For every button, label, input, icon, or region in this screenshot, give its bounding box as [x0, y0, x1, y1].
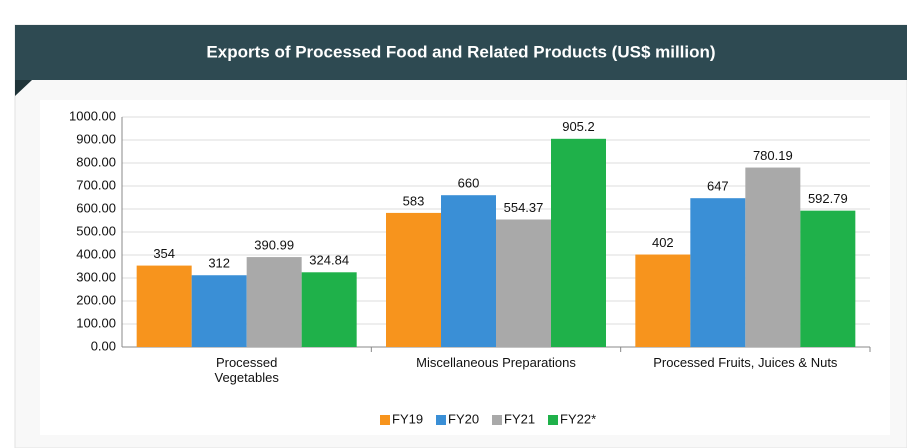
x-tick-label-box: Miscellaneous Preparations — [416, 355, 576, 370]
bar — [246, 257, 302, 347]
x-tick-label: Miscellaneous Preparations — [416, 355, 576, 370]
legend-label: FY22* — [560, 411, 596, 426]
bar — [441, 195, 496, 347]
data-label: 312 — [208, 256, 230, 271]
bar — [690, 198, 746, 347]
legend-label: FY20 — [448, 411, 479, 426]
y-tick-label: 1000.00 — [69, 108, 116, 123]
y-tick-label: 100.00 — [76, 315, 116, 330]
x-tick-label-box: Processed Fruits, Juices & Nuts — [653, 355, 838, 370]
bar — [386, 212, 441, 347]
x-tick-label: Processed Fruits, Juices & Nuts — [653, 355, 838, 370]
header-fold — [15, 80, 32, 96]
bar — [551, 138, 606, 347]
legend-swatch — [380, 415, 390, 425]
data-label: 402 — [652, 235, 674, 250]
y-tick-label: 0.00 — [91, 338, 116, 353]
y-tick-label: 800.00 — [76, 154, 116, 169]
legend-label: FY19 — [392, 411, 423, 426]
bar — [745, 167, 801, 347]
bar — [635, 254, 691, 347]
y-tick-label: 500.00 — [76, 223, 116, 238]
y-tick-label: 300.00 — [76, 269, 116, 284]
y-tick-label: 400.00 — [76, 246, 116, 261]
bar — [136, 265, 192, 347]
data-label: 780.19 — [753, 148, 793, 163]
chart-title: Exports of Processed Food and Related Pr… — [206, 42, 715, 61]
y-tick-label: 200.00 — [76, 292, 116, 307]
x-tick-label-box: Processed Vegetables — [214, 355, 279, 385]
data-label: 660 — [458, 176, 480, 191]
bar — [301, 272, 357, 347]
bar — [191, 275, 247, 347]
data-label: 592.79 — [808, 191, 848, 206]
y-tick-label: 900.00 — [76, 131, 116, 146]
legend-swatch — [492, 415, 502, 425]
data-label: 554.37 — [504, 200, 544, 215]
legend-label: FY21 — [504, 411, 535, 426]
data-label: 647 — [707, 179, 729, 194]
bar — [800, 210, 856, 347]
x-tick-label: Processed Vegetables — [214, 355, 279, 385]
data-label: 354 — [153, 246, 175, 261]
data-label: 390.99 — [254, 238, 294, 253]
header — [15, 25, 907, 80]
bar — [496, 219, 551, 347]
data-label: 905.2 — [562, 119, 595, 134]
legend-swatch — [436, 415, 446, 425]
legend-swatch — [548, 415, 558, 425]
data-label: 324.84 — [309, 253, 349, 268]
y-tick-label: 700.00 — [76, 177, 116, 192]
y-tick-label: 600.00 — [76, 200, 116, 215]
data-label: 583 — [403, 193, 425, 208]
